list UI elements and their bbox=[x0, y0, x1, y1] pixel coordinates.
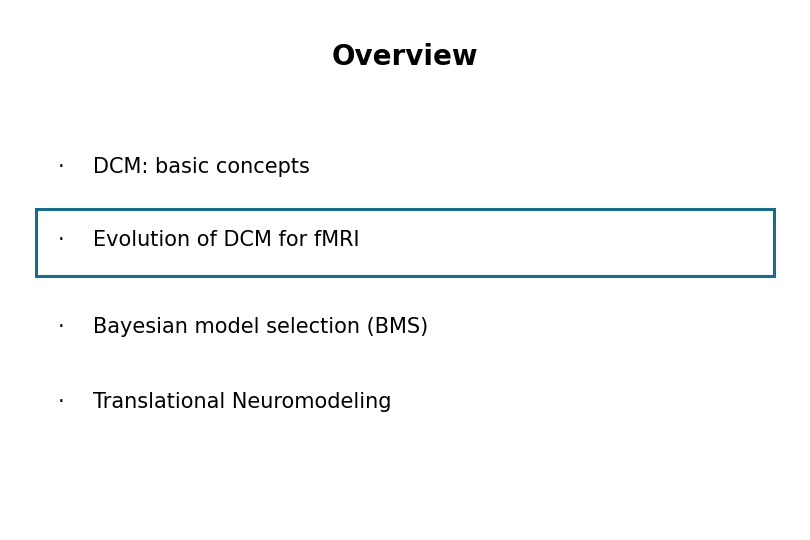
Text: Evolution of DCM for fMRI: Evolution of DCM for fMRI bbox=[93, 230, 360, 251]
Text: Bayesian model selection (BMS): Bayesian model selection (BMS) bbox=[93, 316, 428, 337]
Text: Translational Neuromodeling: Translational Neuromodeling bbox=[93, 392, 392, 413]
Text: ·: · bbox=[58, 230, 64, 251]
Text: ·: · bbox=[58, 157, 64, 178]
Text: ·: · bbox=[58, 392, 64, 413]
Text: ·: · bbox=[58, 316, 64, 337]
Text: DCM: basic concepts: DCM: basic concepts bbox=[93, 157, 310, 178]
FancyBboxPatch shape bbox=[36, 209, 774, 276]
Text: Overview: Overview bbox=[332, 43, 478, 71]
